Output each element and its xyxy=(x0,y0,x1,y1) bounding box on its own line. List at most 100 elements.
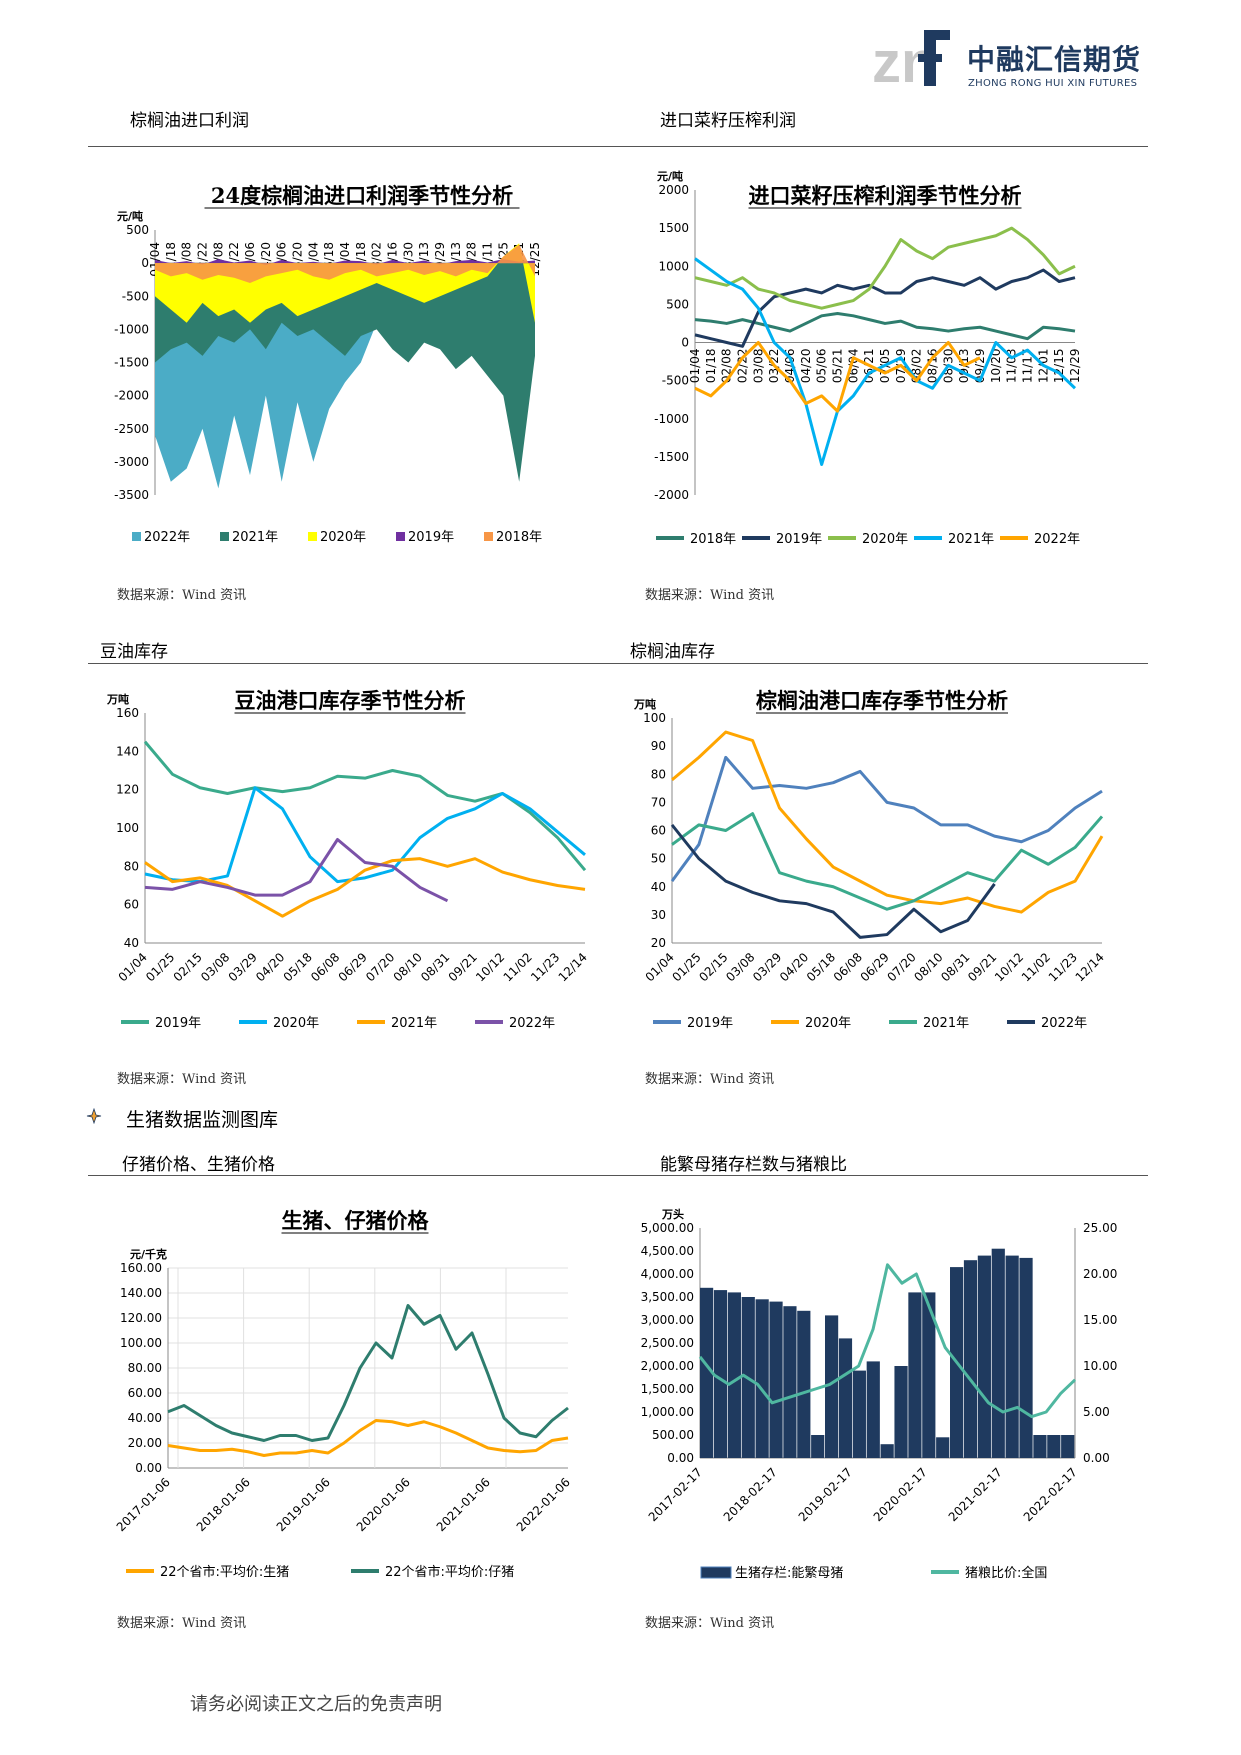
x-tick-label: 07/20 xyxy=(884,950,918,984)
x-tick: 2017-01-06 xyxy=(114,1475,173,1534)
x-tick: 02/22 xyxy=(736,349,750,384)
x-tick-label: 01/25 xyxy=(143,950,177,984)
y-tick-label: 2000 xyxy=(658,183,689,197)
x-tick-label: 2021-02-17 xyxy=(946,1465,1005,1524)
x-tick-label: 2019-01-06 xyxy=(274,1475,333,1534)
legend-label: 猪粮比价:全国 xyxy=(965,1565,1047,1581)
x-tick: 02/08 xyxy=(720,349,734,384)
x-tick-label: 08/16 xyxy=(926,349,940,384)
x-tick-label: 06/08 xyxy=(308,950,342,984)
x-tick-label: 02/15 xyxy=(696,950,730,984)
y-tick-label: 5,000.00 xyxy=(641,1221,694,1235)
x-tick: 2022-01-06 xyxy=(514,1475,573,1534)
legend-swatch xyxy=(700,1566,732,1579)
y-tick-label: 60.00 xyxy=(128,1386,162,1400)
legend-swatch xyxy=(308,532,317,541)
x-tick-label: 02/22 xyxy=(736,349,750,384)
x-tick: 04/06 xyxy=(783,349,797,384)
y-tick-label: 120 xyxy=(116,783,139,797)
y-tick-label: 140 xyxy=(116,744,139,758)
bar xyxy=(1033,1435,1047,1458)
chart-title: 生猪、仔猪价格 xyxy=(282,1208,430,1233)
y-tick-label: -1000 xyxy=(654,412,689,426)
y-tick-label: 1500 xyxy=(658,221,689,235)
x-tick: 2021-01-06 xyxy=(434,1475,493,1534)
y-tick-label: 100 xyxy=(643,711,666,725)
y2-tick-label: 5.00 xyxy=(1083,1405,1110,1419)
x-tick: 07/20 xyxy=(884,950,918,984)
chart-palm-import-profit: 24度棕榈油进口利润季节性分析 元/吨 500 0 -500 -1000 -1500 -200… xyxy=(112,165,612,560)
y-tick-label: 30 xyxy=(651,908,666,922)
y-tick-label: 80 xyxy=(651,767,666,781)
bar xyxy=(1005,1255,1019,1458)
y-axis-unit: 元/吨 xyxy=(117,209,143,223)
x-tick: 08/31 xyxy=(938,950,972,984)
y-tick-label: 140.00 xyxy=(120,1286,162,1300)
x-tick: 06/08 xyxy=(308,950,342,984)
y-tick-label: 20.00 xyxy=(128,1436,162,1450)
legend-label: 2019年 xyxy=(155,1016,201,1031)
x-tick-label: 08/10 xyxy=(391,950,425,984)
legend-swatch xyxy=(484,532,493,541)
area-series xyxy=(155,244,535,283)
y-tick-label: 80.00 xyxy=(128,1361,162,1375)
section-divider xyxy=(88,1175,1148,1176)
x-tick-label: 04/20 xyxy=(799,349,813,384)
x-tick-label: 02/15 xyxy=(171,950,205,984)
x-tick: 03/08 xyxy=(751,349,765,384)
x-tick: 06/08 xyxy=(831,950,865,984)
x-tick-label: 03/08 xyxy=(198,950,232,984)
x-tick: 2020-01-06 xyxy=(354,1475,413,1534)
section-divider xyxy=(88,663,1148,664)
bar xyxy=(922,1292,936,1458)
x-tick-label: 01/25 xyxy=(669,950,703,984)
legend-label: 22个省市:平均价:生猪 xyxy=(160,1564,289,1580)
y-tick-label: 500 xyxy=(126,223,149,237)
bar xyxy=(727,1292,741,1458)
y-tick-label: 90 xyxy=(651,739,666,753)
bar xyxy=(1019,1257,1033,1458)
bar xyxy=(991,1248,1005,1458)
x-tick: 2018-01-06 xyxy=(194,1475,253,1534)
x-tick-label: 07/20 xyxy=(363,950,397,984)
x-tick: 03/29 xyxy=(750,950,784,984)
x-tick-label: 10/12 xyxy=(992,950,1026,984)
y2-tick-label: 0.00 xyxy=(1083,1451,1110,1465)
x-tick-label: 03/29 xyxy=(226,950,260,984)
y-tick-label: 160 xyxy=(116,706,139,720)
x-tick: 2019-02-17 xyxy=(796,1465,855,1524)
x-tick: 01/25 xyxy=(143,950,177,984)
y2-tick-label: 10.00 xyxy=(1083,1359,1117,1373)
x-tick-label: 02/08 xyxy=(720,349,734,384)
line-series xyxy=(143,740,587,872)
y-tick-label: 500.00 xyxy=(652,1428,694,1442)
y-tick-label: 2,000.00 xyxy=(641,1359,694,1373)
bar xyxy=(880,1444,894,1458)
y-tick-label: 0.00 xyxy=(667,1451,694,1465)
x-tick-label: 12/29 xyxy=(1068,349,1082,384)
y-axis-unit: 元/吨 xyxy=(657,169,683,183)
legend-swatch xyxy=(396,532,405,541)
x-tick-label: 2022-02-17 xyxy=(1021,1465,1080,1524)
legend-label: 2019年 xyxy=(687,1016,733,1031)
y2-tick-label: 25.00 xyxy=(1083,1221,1117,1235)
hog-section-heading: 生猪数据监测图库 xyxy=(126,1109,279,1131)
y-tick-label: 20 xyxy=(651,936,666,950)
chart-title: 豆油港口库存季节性分析 xyxy=(235,688,466,713)
bar xyxy=(1061,1435,1075,1458)
y-axis-unit: 元/千克 xyxy=(130,1247,167,1261)
y-tick-label: 0.00 xyxy=(135,1461,162,1475)
y2-tick-label: 20.00 xyxy=(1083,1267,1117,1281)
chart-title: 24度棕榈油进口利润季节性分析 xyxy=(211,183,513,208)
chart-svg: 万头5,000.00 4,500.00 4,000.00 3,500.00 3,000.… xyxy=(641,1207,1118,1581)
data-source-note: 数据来源：Wind 资讯 xyxy=(645,1072,775,1087)
x-tick: 03/29 xyxy=(226,950,260,984)
x-tick: 02/15 xyxy=(696,950,730,984)
y-tick-label: 100.00 xyxy=(120,1336,162,1350)
x-tick: 01/04 xyxy=(116,950,150,984)
section-title-palm-oil-stock: 棕榈油库存 xyxy=(630,642,715,662)
x-tick-label: 2020-02-17 xyxy=(871,1465,930,1524)
x-tick: 03/08 xyxy=(723,950,757,984)
